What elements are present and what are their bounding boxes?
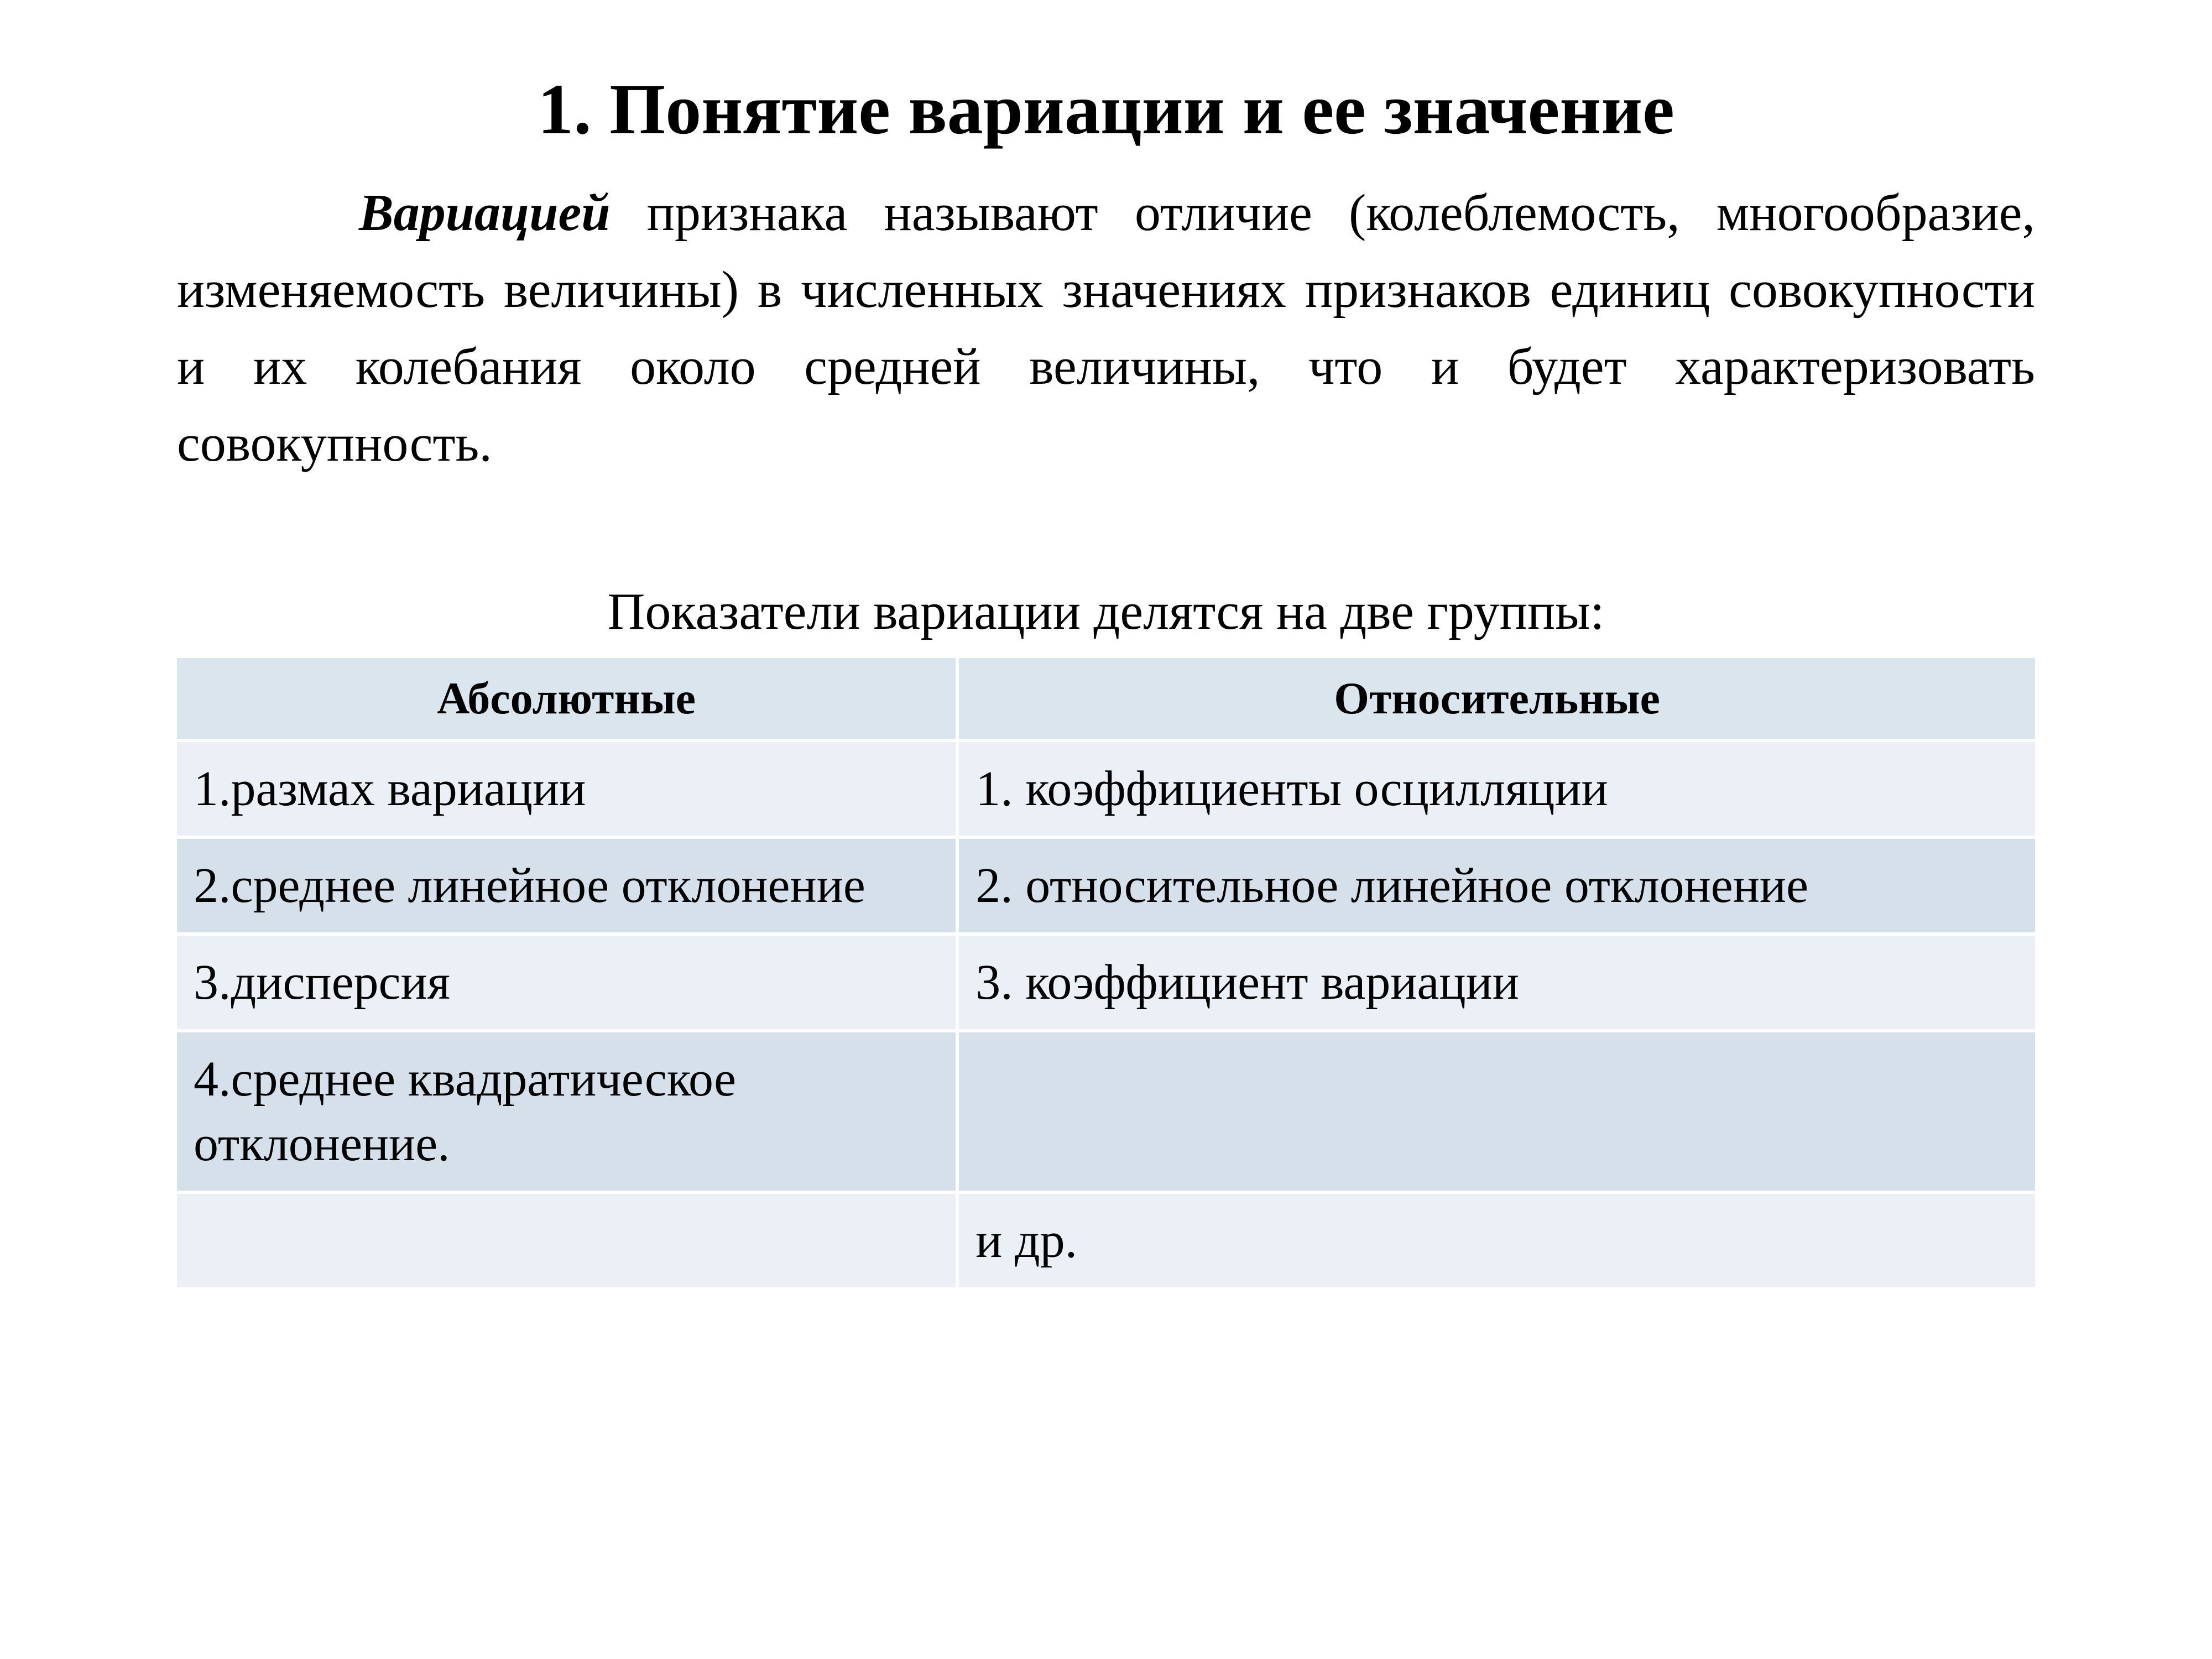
- table-cell: 1.размах вариации: [177, 740, 957, 837]
- table-row: и др.: [177, 1192, 2035, 1287]
- table-cell: 3. коэффициент вариации: [957, 934, 2035, 1031]
- table-cell: 2.среднее линейное отклонение: [177, 837, 957, 934]
- definition-term: Вариацией: [359, 184, 611, 242]
- table-header-col-1: Относительные: [957, 658, 2035, 740]
- table-cell: [177, 1192, 957, 1287]
- table-row: 4.среднее квадратическое отклонение.: [177, 1031, 2035, 1192]
- definition-paragraph: Вариацией признака называют отличие (кол…: [177, 175, 2035, 482]
- table-cell: 3.дисперсия: [177, 934, 957, 1031]
- table-cell: 1. коэффициенты осцилляции: [957, 740, 2035, 837]
- table-cell: [957, 1031, 2035, 1192]
- table-cell: 2. относительное линейное отклонение: [957, 837, 2035, 934]
- variation-table: Абсолютные Относительные 1.размах вариац…: [177, 658, 2035, 1287]
- slide-title: 1. Понятие вариации и ее значение: [177, 66, 2035, 153]
- table-cell: и др.: [957, 1192, 2035, 1287]
- subheading: Показатели вариации делятся на две групп…: [177, 582, 2035, 641]
- table-header-row: Абсолютные Относительные: [177, 658, 2035, 740]
- table-cell: 4.среднее квадратическое отклонение.: [177, 1031, 957, 1192]
- table-row: 2.среднее линейное отклонение 2. относит…: [177, 837, 2035, 934]
- table-header-col-0: Абсолютные: [177, 658, 957, 740]
- table-row: 3.дисперсия 3. коэффициент вариации: [177, 934, 2035, 1031]
- table-row: 1.размах вариации 1. коэффициенты осцилл…: [177, 740, 2035, 837]
